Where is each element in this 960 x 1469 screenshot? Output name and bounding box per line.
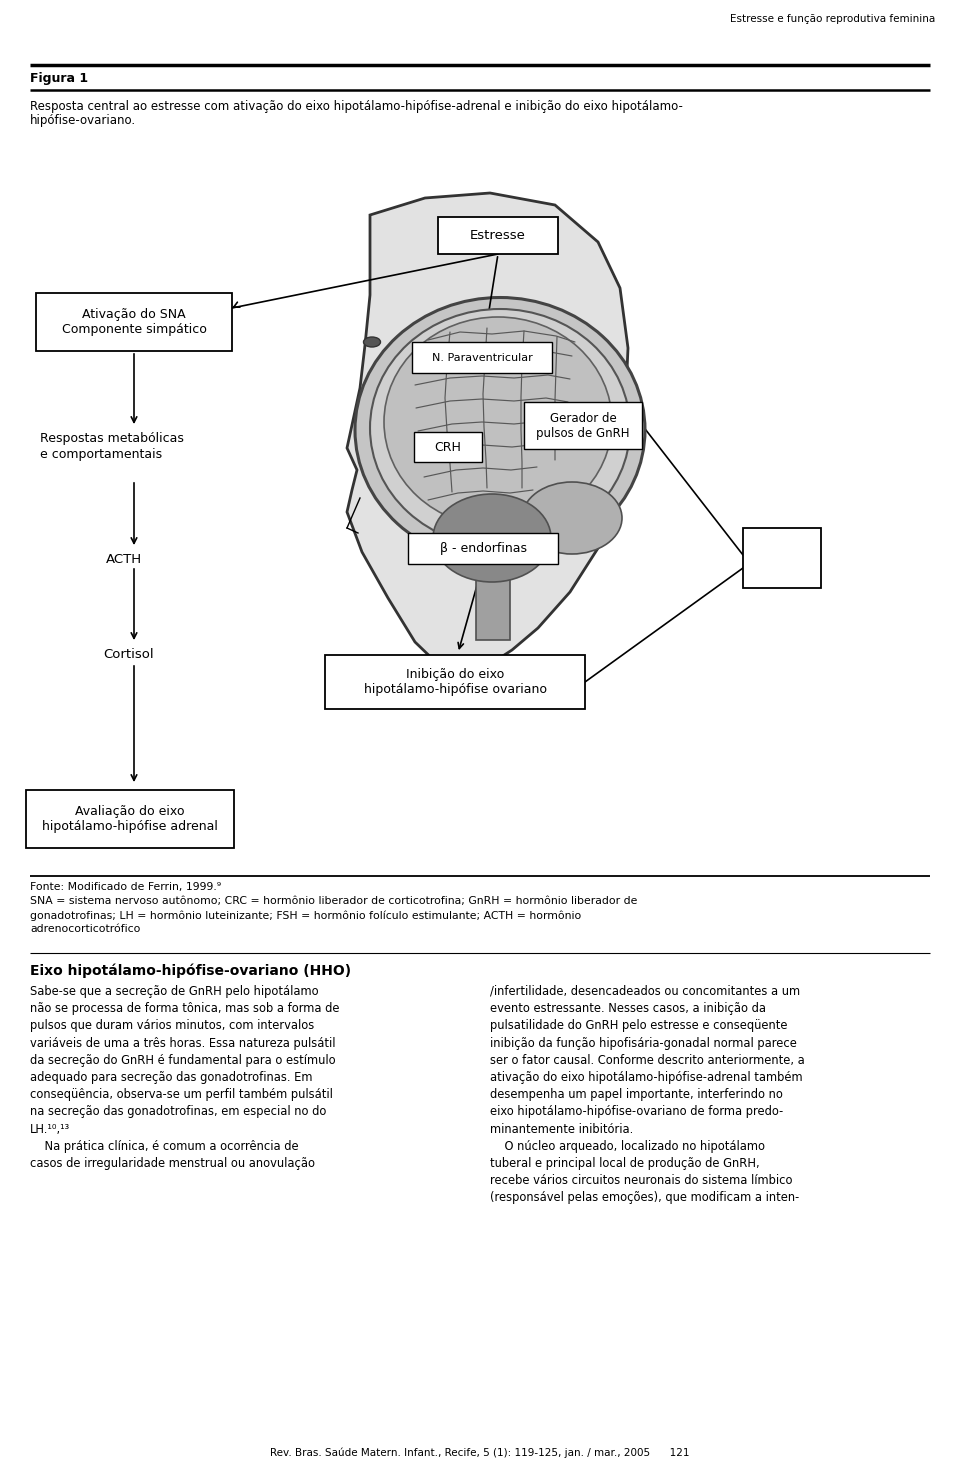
Bar xyxy=(325,655,585,710)
Bar xyxy=(414,432,482,461)
Text: Rev. Bras. Saúde Matern. Infant., Recife, 5 (1): 119-125, jan. / mar., 2005     : Rev. Bras. Saúde Matern. Infant., Recife… xyxy=(271,1447,689,1459)
Text: Fonte: Modificado de Ferrin, 1999.⁹: Fonte: Modificado de Ferrin, 1999.⁹ xyxy=(30,881,221,892)
Text: Avaliação do eixo
hipotálamo-hipófise adrenal: Avaliação do eixo hipotálamo-hipófise ad… xyxy=(42,805,218,833)
Text: Eixo hipotálamo-hipófise-ovariano (HHO): Eixo hipotálamo-hipófise-ovariano (HHO) xyxy=(30,964,351,977)
Bar xyxy=(36,292,232,351)
Ellipse shape xyxy=(522,482,622,554)
Text: Respostas metabólicas
e comportamentais: Respostas metabólicas e comportamentais xyxy=(40,432,184,461)
Ellipse shape xyxy=(433,494,551,582)
Text: Sabe-se que a secreção de GnRH pelo hipotálamo
não se processa de forma tônica, : Sabe-se que a secreção de GnRH pelo hipo… xyxy=(30,986,340,1169)
Text: ACTH: ACTH xyxy=(106,552,142,566)
Text: Resposta central ao estresse com ativação do eixo hipotálamo-hipófise-adrenal e : Resposta central ao estresse com ativaçã… xyxy=(30,100,683,113)
Ellipse shape xyxy=(364,336,380,347)
Text: gonadotrofinas; LH = hormônio luteinizante; FSH = hormônio folículo estimulante;: gonadotrofinas; LH = hormônio luteinizan… xyxy=(30,909,581,921)
Ellipse shape xyxy=(355,298,645,563)
Bar xyxy=(743,527,821,588)
Ellipse shape xyxy=(370,308,630,546)
Bar xyxy=(408,533,558,564)
Bar xyxy=(476,563,510,640)
Polygon shape xyxy=(347,192,628,679)
Ellipse shape xyxy=(384,317,612,527)
Text: CRH: CRH xyxy=(435,441,462,454)
Text: Figura 1: Figura 1 xyxy=(30,72,88,85)
Bar xyxy=(524,403,642,450)
Text: Ativação do SNA
Componente simpático: Ativação do SNA Componente simpático xyxy=(61,308,206,336)
Text: Cortisol: Cortisol xyxy=(103,648,154,661)
Text: /infertilidade, desencadeados ou concomitantes a um
evento estressante. Nesses c: /infertilidade, desencadeados ou concomi… xyxy=(490,986,804,1205)
Text: Inibição do eixo
hipotálamo-hipófise ovariano: Inibição do eixo hipotálamo-hipófise ova… xyxy=(364,668,546,696)
Text: Estresse: Estresse xyxy=(470,229,526,242)
Text: LH: LH xyxy=(774,536,791,549)
Bar xyxy=(26,790,234,848)
Bar xyxy=(412,342,552,373)
Text: hipófise-ovariano.: hipófise-ovariano. xyxy=(30,115,136,126)
Text: N. Paraventricular: N. Paraventricular xyxy=(432,353,533,363)
Text: SNA = sistema nervoso autônomo; CRC = hormônio liberador de corticotrofina; GnRH: SNA = sistema nervoso autônomo; CRC = ho… xyxy=(30,896,637,906)
Text: Gerador de
pulsos de GnRH: Gerador de pulsos de GnRH xyxy=(537,411,630,439)
Text: β - endorfinas: β - endorfinas xyxy=(440,542,526,555)
Text: adrenocorticotrófico: adrenocorticotrófico xyxy=(30,924,140,934)
Text: FSH: FSH xyxy=(769,571,795,585)
Bar xyxy=(438,217,558,254)
Text: Estresse e função reprodutiva feminina: Estresse e função reprodutiva feminina xyxy=(730,15,935,24)
